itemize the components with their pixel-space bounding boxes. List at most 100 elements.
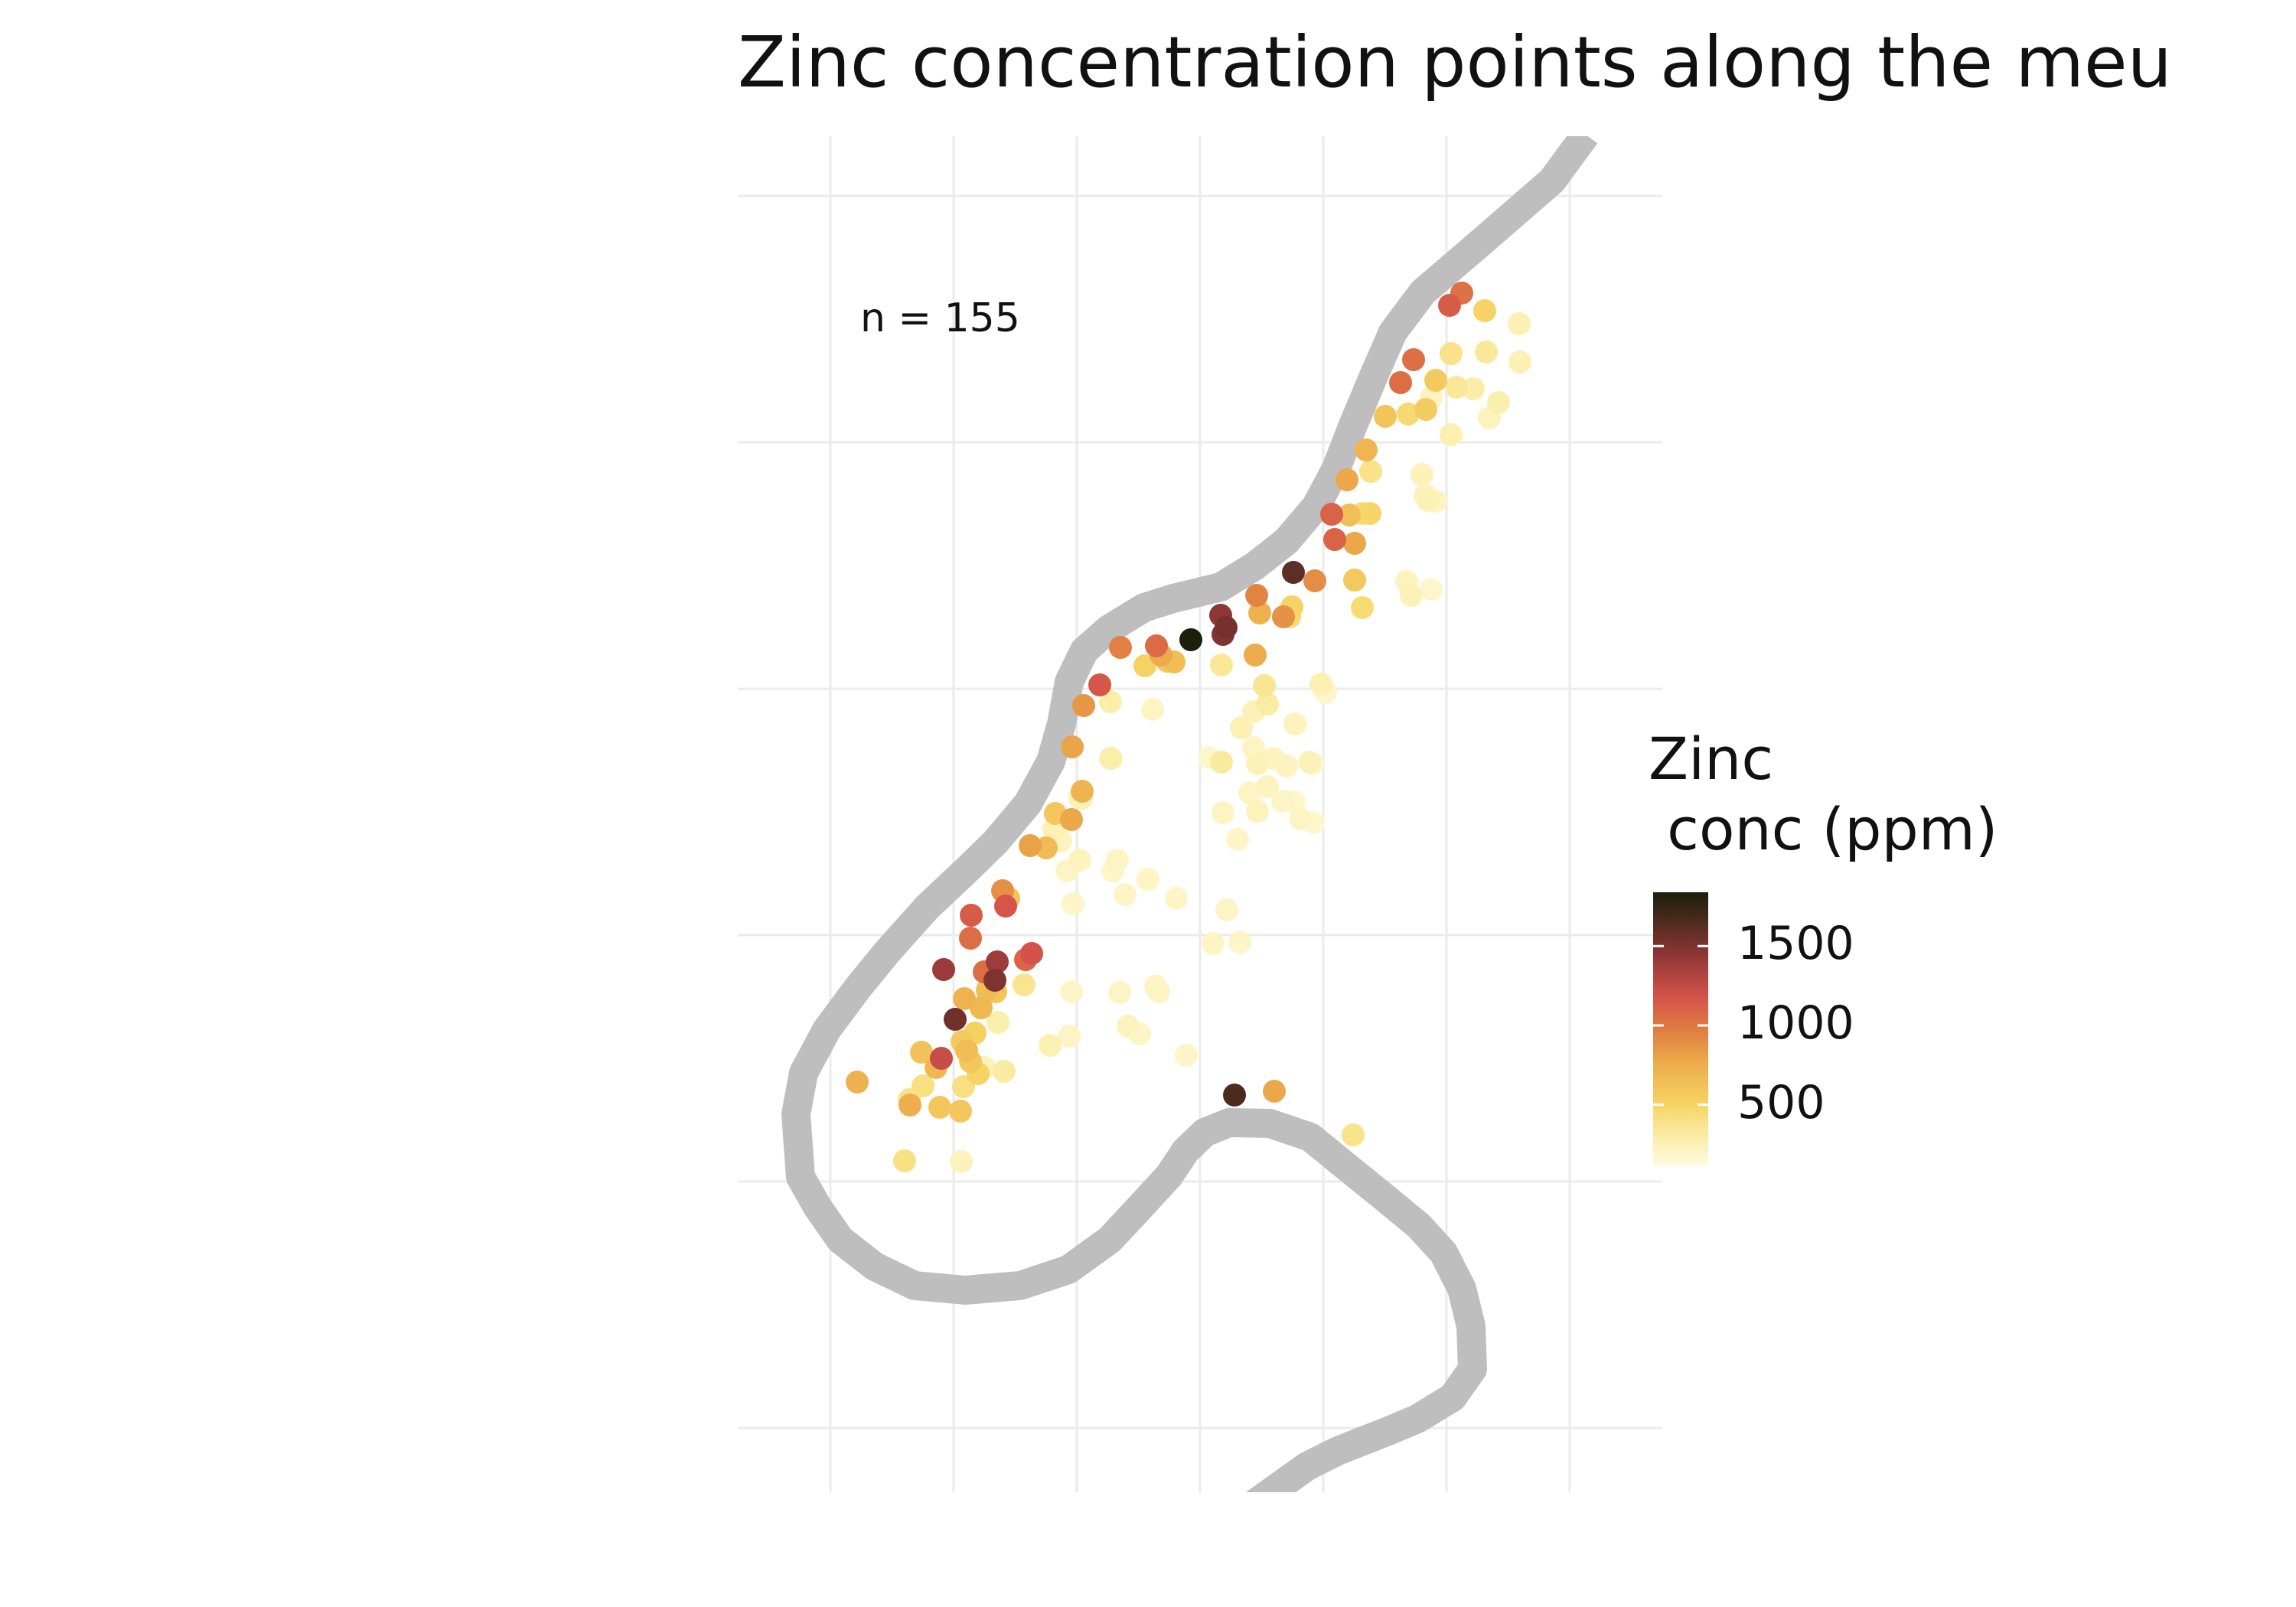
sample-point	[1117, 1015, 1140, 1038]
sample-point	[1137, 868, 1159, 891]
sample-point	[1342, 1123, 1365, 1146]
sample-point	[1272, 605, 1295, 628]
sample-point	[1246, 752, 1269, 775]
sample-point	[1114, 883, 1137, 906]
sample-point	[1282, 561, 1305, 584]
sample-point	[1462, 377, 1485, 400]
sample-point	[1109, 636, 1132, 659]
sample-point	[1440, 423, 1463, 446]
sample-point	[1013, 973, 1035, 996]
sample-point	[1238, 781, 1261, 804]
sample-point	[1144, 975, 1167, 998]
sample-point	[1473, 299, 1496, 322]
sample-point	[1289, 807, 1312, 830]
sample-point	[1336, 468, 1358, 491]
sample-point	[1246, 800, 1269, 823]
sample-point	[1283, 712, 1306, 735]
sample-point	[944, 1008, 967, 1031]
sample-point	[1106, 849, 1129, 872]
sample-point	[1210, 654, 1233, 676]
sample-point	[1343, 569, 1366, 592]
sample-point	[1215, 898, 1238, 921]
sample-point	[1145, 634, 1168, 657]
sample-count-annotation: n = 155	[860, 295, 1020, 341]
sample-point	[1411, 463, 1433, 486]
sample-point	[1256, 775, 1279, 798]
sample-point	[1263, 1080, 1286, 1103]
sample-point	[1475, 341, 1498, 363]
sample-point	[1374, 405, 1397, 428]
sample-point	[1165, 887, 1188, 910]
sample-point	[1019, 834, 1042, 857]
legend-title-line2: conc (ppm)	[1649, 795, 1998, 863]
sample-point	[1271, 790, 1294, 813]
sample-point	[893, 1149, 916, 1172]
color-legend	[1653, 892, 1708, 1166]
sample-point	[1060, 808, 1083, 831]
sample-point	[910, 1041, 933, 1064]
sample-point	[950, 1150, 973, 1173]
sample-point	[1179, 628, 1202, 651]
sample-point	[1223, 1084, 1246, 1107]
sample-point	[1175, 1044, 1198, 1067]
sample-point	[1020, 942, 1043, 965]
sample-point	[1508, 312, 1531, 335]
sample-point	[1338, 504, 1361, 526]
sample-point	[1343, 532, 1366, 555]
sample-point	[953, 987, 976, 1010]
legend-tick-label: 1500	[1737, 917, 1854, 971]
sample-point	[1355, 438, 1378, 461]
sample-point	[1309, 673, 1332, 696]
sample-point	[1298, 751, 1321, 774]
sample-point	[1212, 801, 1234, 824]
sample-point	[1202, 932, 1225, 955]
sample-point	[1228, 931, 1251, 953]
sample-point	[1248, 601, 1271, 624]
sample-point	[1397, 403, 1420, 425]
sample-point	[1230, 716, 1253, 739]
sample-point	[959, 927, 982, 950]
sample-point	[1071, 780, 1094, 803]
legend-tick-label: 1000	[1737, 996, 1854, 1051]
sample-point	[1323, 528, 1346, 551]
sample-point	[1210, 751, 1233, 774]
sample-point	[1253, 674, 1276, 697]
sample-point	[1389, 371, 1412, 394]
sample-point	[1068, 849, 1091, 872]
sample-point	[1359, 460, 1382, 483]
sample-point	[1099, 747, 1122, 770]
sample-point	[846, 1071, 869, 1094]
sample-point	[960, 904, 983, 927]
sample-point	[1256, 693, 1279, 715]
meuse-river	[781, 136, 1598, 1492]
sample-point	[1400, 584, 1423, 607]
sample-point	[932, 958, 955, 981]
sample-point	[1141, 698, 1164, 721]
sample-point	[1062, 892, 1084, 915]
sample-point	[912, 1074, 934, 1097]
legend-title-line1: Zinc	[1649, 725, 1774, 793]
sample-point	[987, 1011, 1009, 1034]
sample-point	[1487, 391, 1510, 414]
sample-point	[949, 1100, 972, 1123]
sample-point	[970, 996, 993, 1019]
sample-point	[986, 950, 1009, 973]
sample-point	[1245, 584, 1268, 607]
colorbar	[1653, 892, 1708, 1166]
sample-point	[955, 1039, 978, 1062]
sample-point	[1060, 980, 1083, 1003]
sample-point	[1438, 294, 1461, 317]
sample-point	[928, 1096, 951, 1119]
sample-point	[1320, 503, 1343, 526]
sample-point	[983, 969, 1006, 992]
sample-point	[930, 1047, 953, 1070]
sample-point	[1226, 828, 1249, 851]
sample-point	[1215, 616, 1238, 639]
map-title: Zinc concentration points along the meu	[738, 21, 2172, 103]
sample-point	[1402, 348, 1425, 371]
sample-points	[846, 282, 1531, 1173]
sample-point	[1420, 578, 1443, 601]
sample-point	[1351, 596, 1374, 619]
sample-point	[1303, 569, 1326, 592]
